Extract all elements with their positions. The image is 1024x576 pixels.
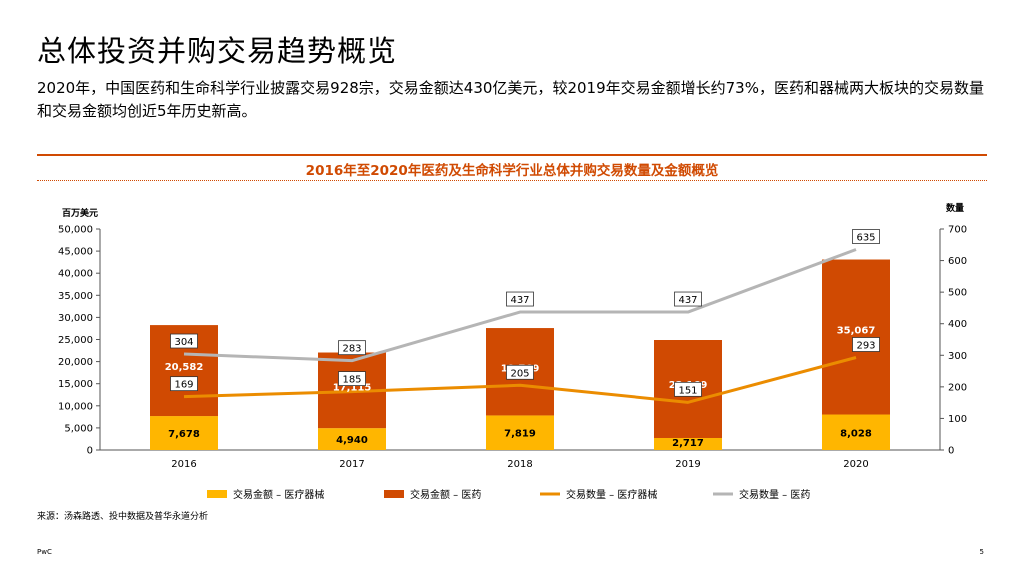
legend-label: 交易数量 – 医疗器械 xyxy=(566,488,657,501)
line-label-text: 304 xyxy=(174,337,193,348)
legend-swatch xyxy=(207,490,227,498)
line-label-box xyxy=(506,291,534,307)
y2-tick-label: 200 xyxy=(948,382,967,393)
combo-chart: 百万美元 数量 0 5,000 10,000 15,000 20,000 25,000 30… xyxy=(58,202,967,501)
line-label-text: 437 xyxy=(510,295,529,306)
y-tick-label: 25,000 xyxy=(58,335,93,346)
line-label-pharma-count: 437 xyxy=(506,291,534,307)
y-tick-label: 35,000 xyxy=(58,291,93,302)
y-tick-label: 10,000 xyxy=(58,401,93,412)
line-label-device-count: 151 xyxy=(674,381,702,397)
bar-label-pharma: 20,582 xyxy=(165,362,204,373)
bar-label-device: 7,819 xyxy=(504,429,536,440)
line-label-text: 437 xyxy=(678,295,697,306)
line-label-pharma-count: 635 xyxy=(852,229,880,244)
y-tick-label: 20,000 xyxy=(58,357,93,368)
line-pharma-count xyxy=(183,248,857,363)
y2-tick-label: 500 xyxy=(948,288,967,299)
line-label-box xyxy=(674,291,702,307)
line-label-device-count: 205 xyxy=(506,364,534,380)
dotted-divider xyxy=(37,180,987,181)
page-title: 总体投资并购交易趋势概览 xyxy=(37,34,398,68)
line-label-text: 151 xyxy=(678,385,697,396)
line-label-pharma-count: 283 xyxy=(338,340,366,356)
line-label-box xyxy=(852,229,880,244)
line-label-box xyxy=(338,340,366,356)
line-label-text: 293 xyxy=(856,340,875,351)
x-tick-label: 2020 xyxy=(843,459,868,470)
bar-pharma-amount xyxy=(822,259,890,415)
legend-label: 交易数量 – 医药 xyxy=(739,488,810,501)
y-tick-label: 50,000 xyxy=(58,225,93,236)
page-number: 5 xyxy=(979,548,984,556)
y2-axis-label: 数量 xyxy=(946,202,964,214)
bar-label-device: 4,940 xyxy=(336,435,368,446)
chart-title: 2016年至2020年医药及生命科学行业总体并购交易数量及金额概览 xyxy=(305,163,719,179)
line-label-pharma-count: 304 xyxy=(170,333,198,349)
y2-tick-label: 300 xyxy=(948,351,967,362)
top-divider xyxy=(37,154,987,156)
legend-label: 交易金额 – 医疗器械 xyxy=(233,488,324,501)
y-tick-label: 15,000 xyxy=(58,379,93,390)
line-label-device-count: 185 xyxy=(338,371,366,386)
line-label-text: 205 xyxy=(510,368,529,379)
line-label-box xyxy=(506,364,534,380)
x-tick-label: 2018 xyxy=(507,459,532,470)
bar-device-amount xyxy=(654,437,722,450)
line-label-text: 169 xyxy=(174,380,193,391)
legend-swatch xyxy=(384,490,404,498)
bar-label-device: 8,028 xyxy=(840,428,872,439)
y-tick-label: 40,000 xyxy=(58,269,93,280)
line-label-box xyxy=(852,337,880,352)
footer-brand: PwC xyxy=(37,548,52,556)
bar-label-pharma: 35,067 xyxy=(837,325,876,336)
line-label-device-count: 169 xyxy=(170,376,198,392)
source-note: 来源：汤森路透、投中数据及普华永道分析 xyxy=(37,512,209,522)
line-label-device-count: 293 xyxy=(852,337,880,352)
y-tick-label: 30,000 xyxy=(58,313,93,324)
line-device-count xyxy=(183,356,857,404)
line-label-text: 185 xyxy=(342,375,361,386)
bar-device-amount xyxy=(318,428,386,450)
x-tick-label: 2017 xyxy=(339,459,364,470)
y-axis-label: 百万美元 xyxy=(62,207,98,219)
y-tick-label: 45,000 xyxy=(58,247,93,258)
bar-device-amount xyxy=(150,416,218,450)
line-label-box xyxy=(338,371,366,386)
line-label-text: 283 xyxy=(342,344,361,355)
y2-tick-label: 400 xyxy=(948,319,967,330)
y2-tick-label: 700 xyxy=(948,225,967,236)
bar-label-device: 7,678 xyxy=(168,429,200,440)
y2-tick-label: 100 xyxy=(948,414,967,425)
line-label-box xyxy=(674,381,702,397)
line-label-text: 635 xyxy=(856,233,875,244)
y2-tick-label: 600 xyxy=(948,256,967,267)
summary-text: 2020年，中国医药和生命科学行业披露交易928宗，交易金额达430亿美元，较2… xyxy=(37,79,984,120)
y-tick-label: 5,000 xyxy=(64,423,93,434)
x-tick-label: 2019 xyxy=(675,459,700,470)
y-tick-label: 0 xyxy=(87,446,93,457)
bar-device-amount xyxy=(822,414,890,450)
line-label-box xyxy=(170,333,198,349)
x-tick-label: 2016 xyxy=(171,459,196,470)
y2-tick-label: 0 xyxy=(948,446,954,457)
bar-device-amount xyxy=(486,415,554,450)
bar-label-pharma: 17,115 xyxy=(333,383,372,394)
bar-label-device: 2,717 xyxy=(672,438,704,449)
legend-label: 交易金额 – 医药 xyxy=(410,488,481,501)
line-label-pharma-count: 437 xyxy=(674,291,702,307)
line-label-box xyxy=(170,376,198,392)
